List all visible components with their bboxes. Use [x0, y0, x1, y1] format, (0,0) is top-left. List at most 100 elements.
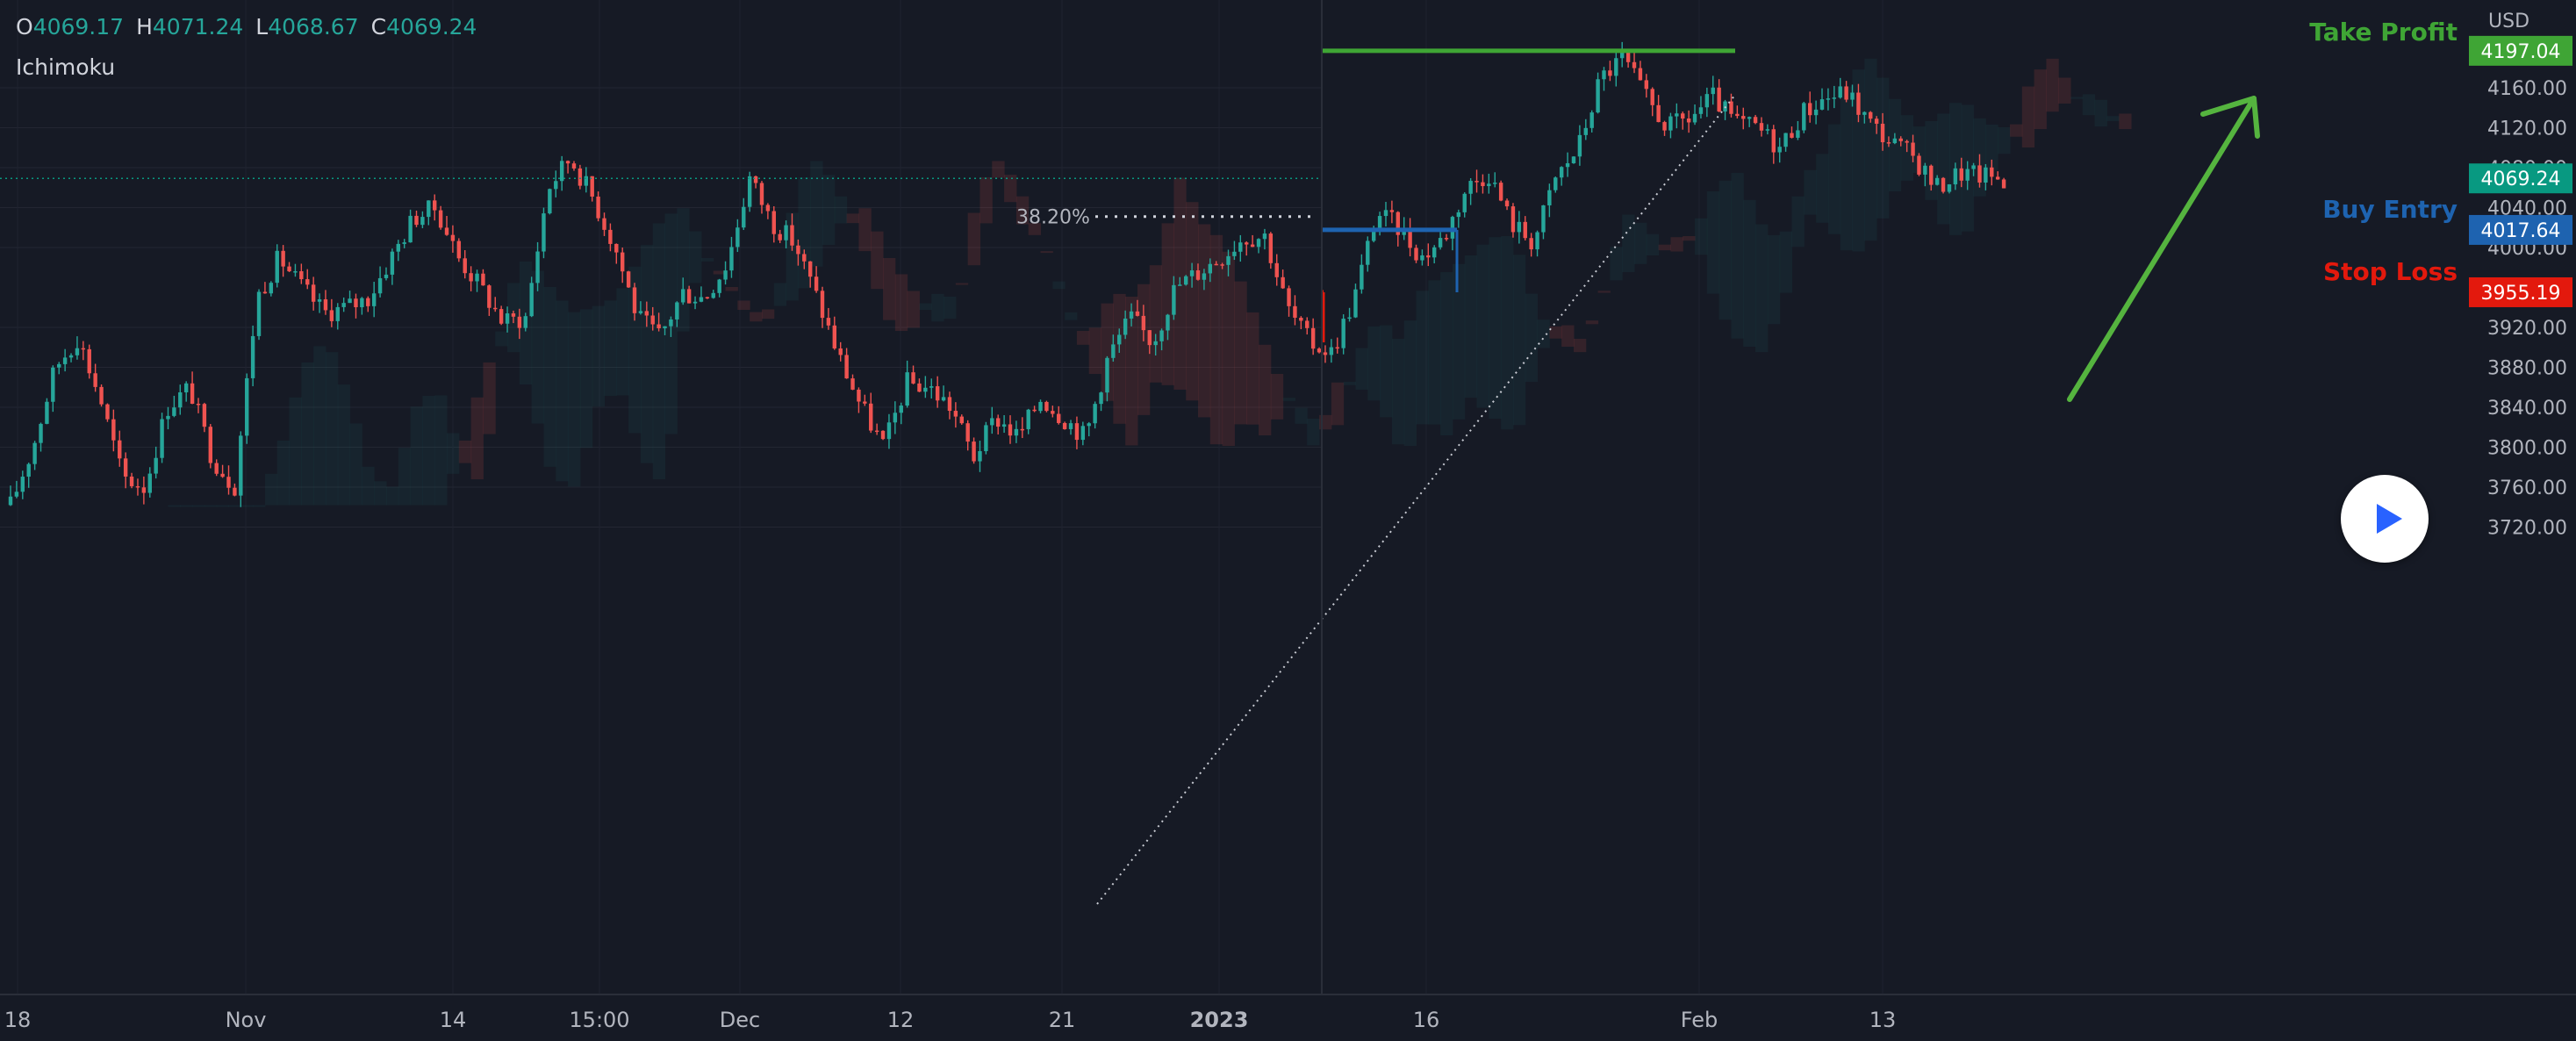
candle-body	[1426, 255, 1431, 258]
candle-body	[1995, 176, 2000, 180]
candle-body	[1965, 169, 1970, 181]
candle-body	[959, 416, 964, 424]
candle-body	[1941, 177, 1946, 192]
cloud-segment	[1670, 237, 1683, 252]
candle-body	[1790, 133, 1794, 138]
cloud-segment	[1149, 265, 1163, 383]
candle-body	[1807, 103, 1812, 116]
time-tick-label: 15:00	[569, 1008, 629, 1032]
candle-body	[742, 206, 746, 228]
candle-body	[384, 274, 389, 278]
candle-body	[759, 183, 764, 205]
candle-body	[880, 430, 886, 440]
candle-body	[487, 285, 492, 308]
cloud-segment	[422, 395, 435, 506]
price-label-value[interactable]: 4069.24	[2481, 169, 2561, 190]
candle-body	[305, 279, 310, 285]
cloud-segment	[204, 505, 218, 507]
cloud-segment	[1222, 251, 1235, 447]
cloud-segment	[1683, 235, 1696, 241]
cloud-segment	[1040, 251, 1053, 254]
candle-body	[1783, 133, 1788, 147]
candle-body	[1172, 284, 1176, 315]
cloud-segment	[1489, 237, 1502, 419]
indicator-label[interactable]: Ichimoku	[16, 54, 116, 80]
candle-body	[51, 367, 55, 402]
play-button[interactable]	[2341, 475, 2429, 563]
candle-body	[802, 254, 807, 262]
cloud-segment	[883, 257, 896, 320]
candle-body	[505, 313, 510, 324]
candle-body	[1153, 341, 1158, 346]
candle-body	[45, 401, 49, 424]
candle-body	[1008, 424, 1013, 436]
price-label-box[interactable]	[2469, 276, 2572, 307]
candle-body	[208, 427, 213, 463]
candle-body	[1765, 129, 1770, 131]
candle-body	[481, 273, 485, 286]
cloud-segment	[871, 231, 884, 290]
cloud-segment	[325, 352, 339, 506]
candle-body	[571, 163, 577, 169]
candle-body	[626, 271, 631, 288]
cloud-segment	[677, 208, 690, 332]
price-label-value[interactable]: 3955.19	[2481, 283, 2561, 305]
cloud-segment	[2094, 99, 2107, 127]
candle-body	[1293, 305, 1297, 318]
cloud-segment	[1197, 224, 1211, 418]
candle-body	[1051, 411, 1055, 414]
cloud-segment	[579, 309, 593, 449]
candle-body	[1959, 168, 1963, 181]
candle-body	[1414, 248, 1418, 261]
candle-body	[1874, 118, 1879, 124]
cloud-segment	[470, 397, 484, 480]
candle-body	[1547, 190, 1552, 205]
candle-body	[178, 392, 183, 408]
cloud-segment	[2021, 86, 2035, 148]
price-label-value[interactable]: 4017.64	[2481, 220, 2561, 242]
candle-body	[559, 161, 564, 182]
candle-body	[1923, 165, 1927, 175]
candle-body	[1226, 255, 1231, 265]
projection-arrow	[2067, 96, 2257, 402]
candle-body	[135, 485, 140, 488]
candle-body	[190, 383, 195, 404]
price-label-value[interactable]: 4197.04	[2481, 41, 2561, 63]
cloud-segment	[846, 213, 859, 224]
candle-body	[1729, 101, 1733, 114]
candle-body	[1329, 347, 1334, 355]
candle-body	[699, 297, 704, 302]
candle-body	[620, 252, 625, 272]
candle-body	[1529, 238, 1533, 250]
cloud-segment	[313, 346, 326, 506]
price-label-box[interactable]	[2469, 214, 2572, 245]
candle-body	[1523, 221, 1527, 239]
candle-body	[1220, 264, 1224, 266]
cloud-segment	[1464, 255, 1478, 398]
candle-body	[1335, 347, 1339, 349]
candle-body	[1947, 184, 1952, 192]
cloud-segment	[1585, 320, 1599, 325]
candle-body	[929, 386, 934, 388]
cloud-segment	[385, 486, 399, 506]
candle-body	[1032, 409, 1037, 412]
cloud-segment	[1052, 281, 1066, 290]
candle-body	[366, 298, 370, 306]
candle-body	[857, 389, 861, 402]
price-axis[interactable]: 3720.00 3760.00 3800.00 3840.00 3880.00 3920.…	[1321, 0, 2572, 994]
candle-body	[1656, 104, 1661, 123]
price-label-box[interactable]	[2469, 163, 2572, 194]
candle-body	[1245, 242, 1249, 245]
candle-body	[874, 430, 879, 433]
price-label-box[interactable]	[2469, 35, 2572, 66]
cloud-segment	[737, 300, 750, 311]
cloud-segment	[1125, 296, 1138, 446]
cloud-segment	[1452, 263, 1466, 420]
candle-body	[32, 442, 37, 464]
cloud-segment	[700, 257, 714, 262]
candle-body	[965, 423, 970, 442]
candle-body	[1189, 270, 1195, 276]
candle-body	[686, 289, 692, 304]
time-axis[interactable]: 18 Nov 14 15:00 Dec 12 21 2023 16 Feb 13	[0, 994, 2576, 1032]
